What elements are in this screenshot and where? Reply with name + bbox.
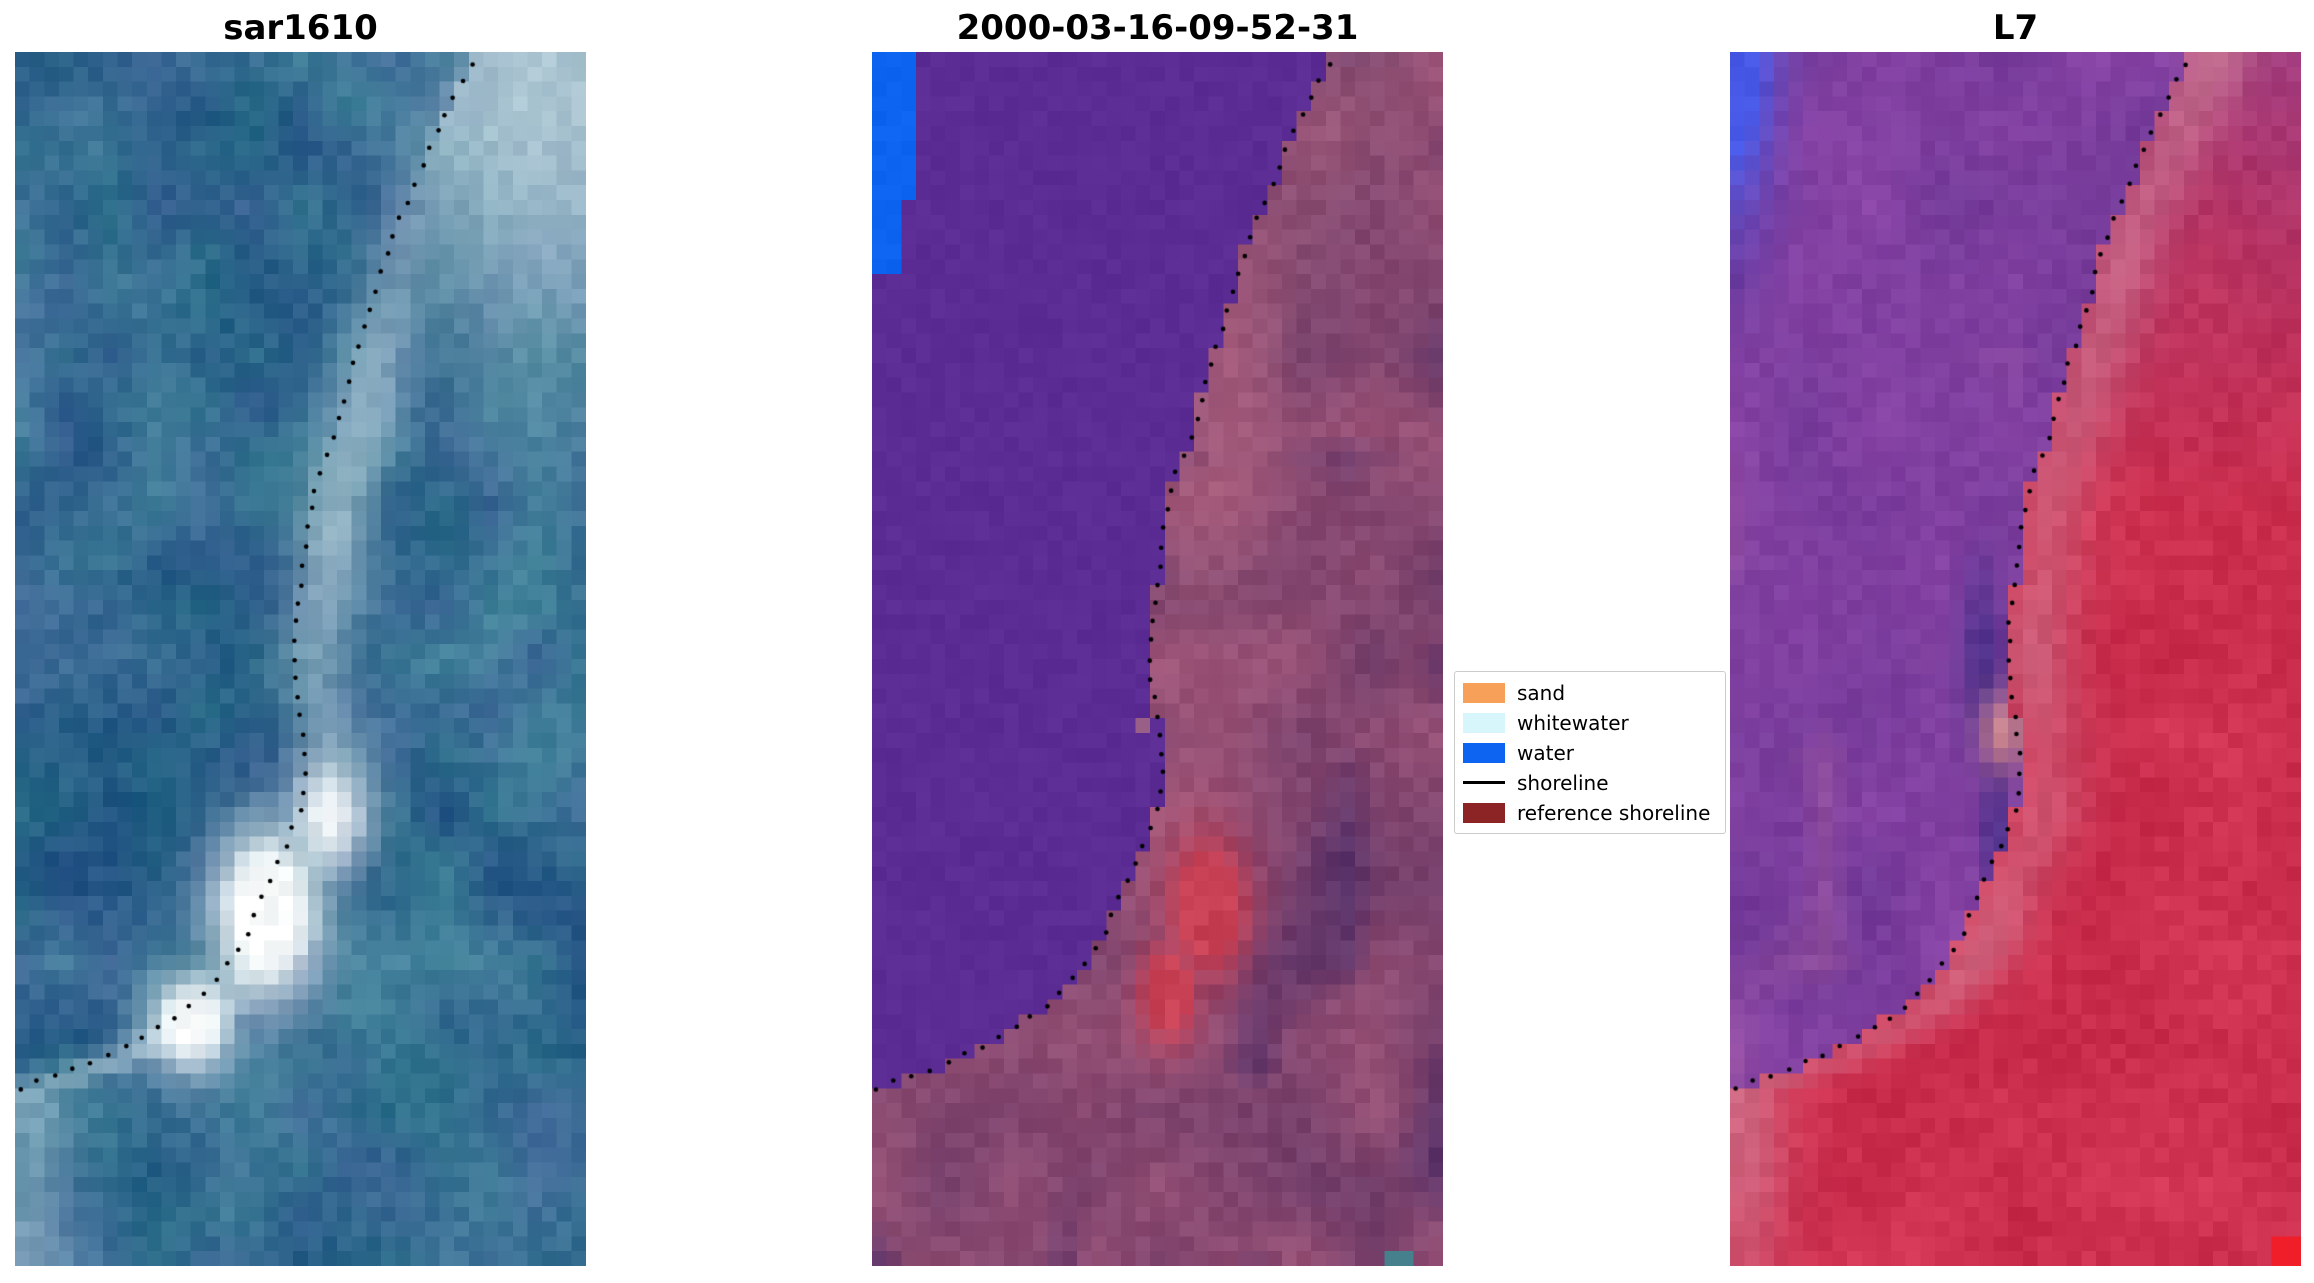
panel-l7: L7 xyxy=(1730,8,2301,1266)
legend: sand whitewater water shoreline reference sh… xyxy=(1454,671,1726,834)
l7-image-area xyxy=(1730,52,2301,1266)
legend-swatch-water xyxy=(1463,742,1505,763)
legend-label: sand xyxy=(1517,680,1566,705)
sar1610-image-area xyxy=(15,52,586,1266)
legend-swatch-whitewater xyxy=(1463,712,1505,733)
legend-item-sand: sand xyxy=(1463,680,1717,705)
legend-item-reference-shoreline: reference shoreline xyxy=(1463,800,1717,825)
panel-sar1610: sar1610 xyxy=(15,8,586,1266)
panel-title-classified: 2000-03-16-09-52-31 xyxy=(956,8,1359,48)
panel-title-l7: L7 xyxy=(1992,8,2039,48)
legend-label: shoreline xyxy=(1517,770,1609,795)
classified-image-area xyxy=(872,52,1443,1266)
panel-title-sar1610: sar1610 xyxy=(223,8,378,48)
legend-swatch-reference-shoreline xyxy=(1463,802,1505,823)
legend-swatch-shoreline xyxy=(1463,781,1505,784)
legend-label: reference shoreline xyxy=(1517,800,1711,825)
shoreline-overlay xyxy=(1730,52,2301,1266)
shoreline-overlay xyxy=(872,52,1443,1266)
legend-item-water: water xyxy=(1463,740,1717,765)
legend-item-whitewater: whitewater xyxy=(1463,710,1717,735)
legend-swatch-sand xyxy=(1463,682,1505,703)
legend-label: whitewater xyxy=(1517,710,1629,735)
shoreline-overlay xyxy=(15,52,586,1266)
panel-classified: 2000-03-16-09-52-31 xyxy=(872,8,1443,1266)
legend-item-shoreline: shoreline xyxy=(1463,770,1717,795)
legend-label: water xyxy=(1517,740,1574,765)
